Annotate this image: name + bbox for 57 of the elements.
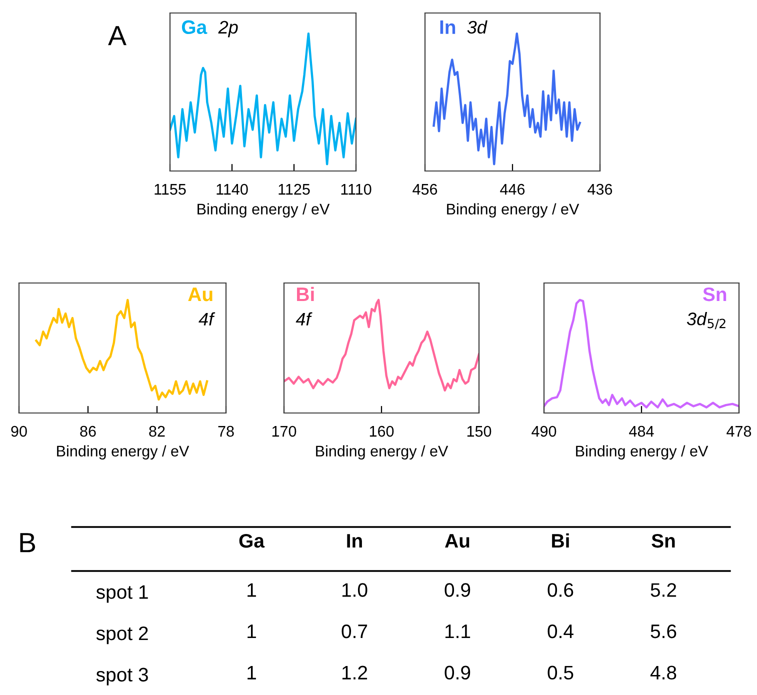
y-tick-label: spot 3 [96,668,148,686]
annotation: Sn [703,287,726,302]
annotation: 2p [218,20,238,38]
y-tick-label: spot 2 [96,626,148,644]
x-tick-label: 436 [588,184,612,195]
x-tick-label: 1110 [341,184,372,195]
x-axis-title: Binding energy / eV [57,445,190,460]
data-label: 1.0 [342,583,368,597]
x-tick-label: 78 [218,426,234,437]
annotation: 4f [198,312,216,326]
x-tick-label: Au [445,534,470,548]
data-label: 4.8 [650,666,676,680]
x-tick-label: Ga [239,534,265,548]
x-tick-label: 484 [629,426,654,437]
annotation: In [440,20,456,34]
x-axis-title: Binding energy / eV [316,445,448,460]
x-tick-label: 170 [272,426,296,437]
data-label: 1.2 [342,666,368,680]
x-tick-label: 490 [532,426,556,437]
text: B [20,533,36,552]
y-tick-label: spot 1 [96,585,148,603]
annotation: 3d$_{5/2}$ [686,312,726,330]
x-tick-label: 160 [370,426,394,437]
data-label: 5.2 [650,583,676,597]
x-axis-title: Binding energy / eV [447,203,580,218]
x-tick-label: 478 [726,426,752,437]
x-tick-label: 1155 [154,184,186,195]
data-label: 0.4 [548,624,574,638]
data-label: 1 [248,666,256,680]
data-label: 0.5 [548,666,574,680]
x-axis-title: Binding energy / eV [198,203,330,218]
x-tick-label: In [347,534,362,548]
x-tick-label: 456 [412,184,438,195]
x-tick-label: 82 [149,426,165,437]
data-label: 1 [248,583,256,597]
data-label: 0.9 [444,583,470,597]
data-label: 0.6 [548,583,574,597]
x-tick-label: 1125 [278,184,310,195]
annotation: Ga [182,20,208,34]
x-tick-label: 90 [11,426,27,437]
x-tick-label: 1140 [216,184,248,195]
data-label: 0.9 [444,666,470,680]
x-tick-label: Sn [652,534,675,548]
x-tick-label: 150 [467,426,492,437]
annotation: 4f [296,312,312,326]
annotation: Bi [297,286,314,302]
annotation: Au [188,288,212,302]
data-label: 1.1 [445,624,470,638]
x-tick-label: 446 [500,184,525,195]
x-tick-label: Bi [552,533,569,548]
x-tick-label: 86 [80,426,96,437]
data-label: 5.6 [650,624,676,638]
data-label: 1 [248,624,256,638]
data-label: 0.7 [342,624,368,638]
annotation: 3d [467,20,488,34]
text: A [108,26,126,46]
x-axis-title: Binding energy / eV [576,445,708,460]
